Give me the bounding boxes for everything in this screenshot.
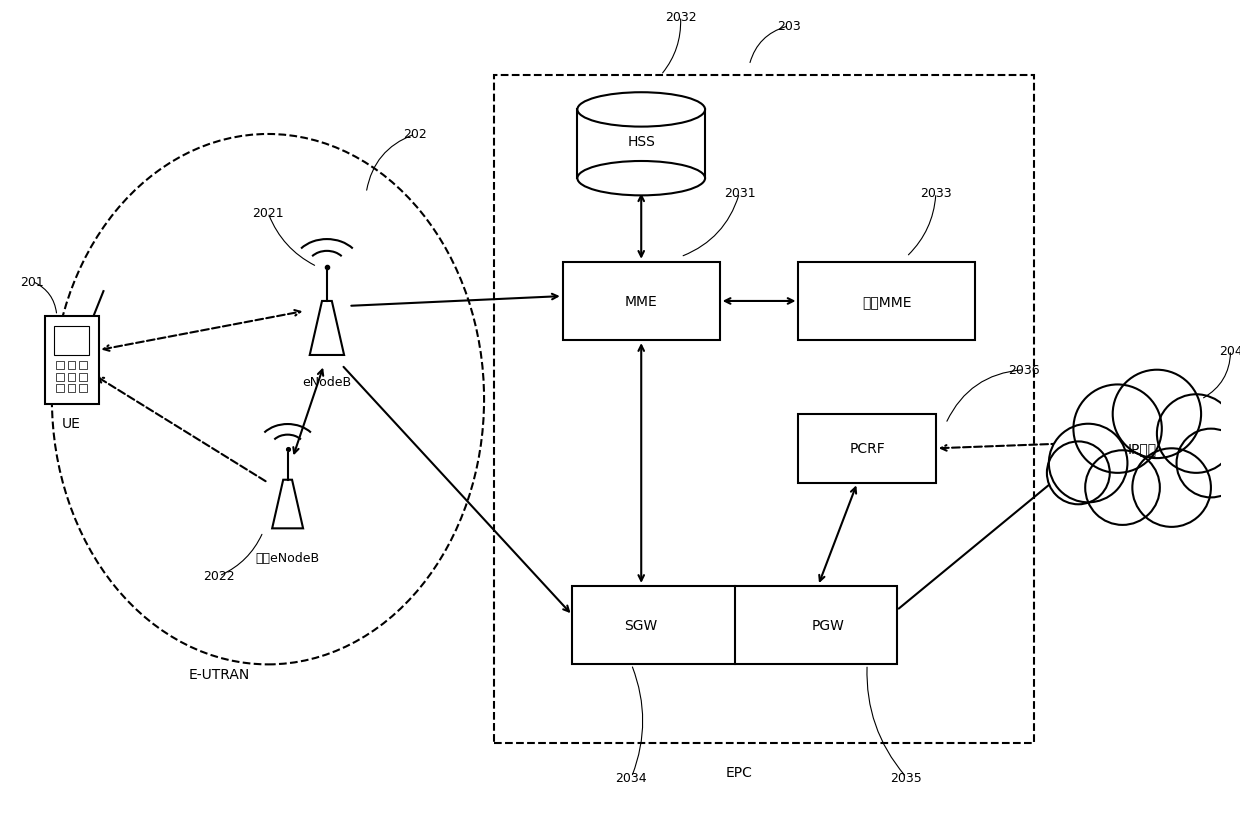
Bar <box>68 361 76 369</box>
Text: 201: 201 <box>20 275 45 288</box>
Bar <box>56 373 63 381</box>
Text: UE: UE <box>62 416 81 430</box>
Ellipse shape <box>578 93 706 128</box>
Ellipse shape <box>578 162 706 196</box>
Circle shape <box>1085 450 1159 525</box>
Bar <box>494 76 1034 743</box>
Bar <box>79 361 87 369</box>
Bar <box>45 316 98 405</box>
Text: EPC: EPC <box>725 766 753 780</box>
Bar <box>56 361 63 369</box>
Text: HSS: HSS <box>627 134 655 149</box>
Circle shape <box>1112 370 1202 459</box>
Text: PCRF: PCRF <box>849 441 885 455</box>
Bar <box>68 385 76 393</box>
Bar <box>56 385 63 393</box>
Polygon shape <box>310 301 345 355</box>
Circle shape <box>1074 385 1162 473</box>
Text: 2036: 2036 <box>1008 364 1040 377</box>
Bar <box>55 326 89 355</box>
Text: 202: 202 <box>403 129 428 142</box>
Text: 2032: 2032 <box>665 11 697 24</box>
Circle shape <box>1177 429 1240 498</box>
Text: MME: MME <box>625 295 657 309</box>
Text: 2034: 2034 <box>615 771 647 784</box>
Text: 其它eNodeB: 其它eNodeB <box>255 552 320 565</box>
Polygon shape <box>272 480 303 529</box>
Text: IP业务: IP业务 <box>1127 441 1157 455</box>
Bar <box>799 414 936 483</box>
Bar <box>68 373 76 381</box>
Text: SGW: SGW <box>625 618 658 632</box>
Text: PGW: PGW <box>811 618 844 632</box>
Text: eNodeB: eNodeB <box>303 375 351 388</box>
Text: 203: 203 <box>776 20 801 34</box>
Circle shape <box>1047 442 1110 505</box>
Circle shape <box>1049 424 1127 503</box>
Circle shape <box>1157 395 1235 473</box>
Text: 2035: 2035 <box>890 771 923 784</box>
Text: 其它MME: 其它MME <box>862 295 911 309</box>
Text: 2031: 2031 <box>724 188 755 200</box>
Text: 2022: 2022 <box>203 570 234 583</box>
Text: E-UTRAN: E-UTRAN <box>188 667 249 681</box>
Bar <box>79 373 87 381</box>
Bar <box>578 111 706 179</box>
Text: 2033: 2033 <box>920 188 952 200</box>
Text: 204: 204 <box>1219 344 1240 357</box>
Circle shape <box>1132 449 1211 527</box>
Bar <box>799 262 975 341</box>
Bar <box>573 586 897 664</box>
Text: 2021: 2021 <box>252 207 284 219</box>
Bar <box>563 262 719 341</box>
Bar <box>79 385 87 393</box>
